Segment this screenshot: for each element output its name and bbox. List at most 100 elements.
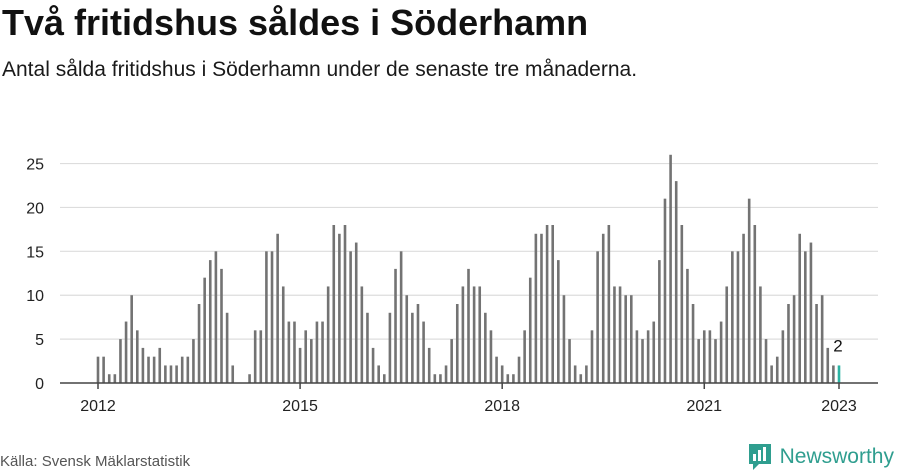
bar <box>349 251 352 383</box>
bar <box>832 365 835 383</box>
bar <box>534 233 538 383</box>
bar <box>287 321 291 383</box>
bar <box>388 312 392 383</box>
bar <box>96 356 100 383</box>
bar <box>719 321 723 383</box>
bar <box>736 251 740 383</box>
bar <box>731 251 734 383</box>
bar <box>220 268 223 383</box>
bar <box>113 374 117 383</box>
bar <box>826 347 830 383</box>
y-axis: 0 5 10 15 20 25 <box>26 157 44 393</box>
bar <box>107 374 111 383</box>
bar <box>607 225 611 383</box>
bar <box>635 330 639 383</box>
bar <box>596 251 599 383</box>
bar <box>618 286 622 383</box>
bar <box>416 304 420 383</box>
bar <box>478 286 482 383</box>
bar <box>427 347 431 383</box>
bar <box>523 330 526 383</box>
bar <box>551 225 555 383</box>
bar <box>130 295 133 383</box>
bar <box>686 268 689 383</box>
bar <box>658 260 661 383</box>
bar <box>629 295 633 383</box>
y-tick-label: 25 <box>26 157 44 174</box>
y-tick-label: 5 <box>35 332 44 349</box>
bar <box>175 365 178 383</box>
bar <box>214 251 218 383</box>
bar <box>225 312 229 383</box>
newsworthy-icon <box>748 444 771 470</box>
bar <box>697 339 700 383</box>
bar <box>753 225 757 383</box>
annotations: 2 <box>833 336 842 355</box>
last-value-label: 2 <box>833 336 842 355</box>
bar <box>585 365 588 383</box>
bar <box>759 286 762 383</box>
bar <box>545 225 549 383</box>
bar <box>197 304 201 383</box>
x-tick-label: 2023 <box>821 398 857 415</box>
bar <box>422 321 425 383</box>
newsworthy-logo[interactable]: Newsworthy <box>747 442 894 472</box>
bar <box>366 312 369 383</box>
bar <box>326 286 330 383</box>
bar <box>152 356 156 383</box>
bar <box>265 251 268 383</box>
bar <box>792 295 796 383</box>
bar <box>775 356 779 383</box>
bar <box>489 330 493 383</box>
bar <box>528 277 532 383</box>
source-note: Källa: Svensk Mäklarstatistik <box>0 453 191 470</box>
bar <box>405 295 409 383</box>
bar <box>293 321 296 383</box>
bar <box>787 304 790 383</box>
bar <box>321 321 324 383</box>
bar <box>186 356 190 383</box>
bar <box>804 251 807 383</box>
bar <box>669 154 672 383</box>
bar <box>506 374 510 383</box>
bar <box>354 242 358 383</box>
bar <box>310 339 313 383</box>
bar <box>394 268 397 383</box>
bar <box>484 312 487 383</box>
bar <box>332 225 336 383</box>
y-tick-label: 15 <box>26 244 44 261</box>
bar <box>343 225 347 383</box>
x-axis: 2012 2015 2018 2021 2023 <box>80 383 857 415</box>
bar <box>377 365 380 383</box>
bar <box>540 233 543 383</box>
bar <box>472 286 476 383</box>
bar <box>714 339 717 383</box>
bar <box>259 330 263 383</box>
y-tick-label: 0 <box>35 376 44 393</box>
bar <box>680 225 684 383</box>
bar <box>674 181 678 383</box>
bar <box>455 304 459 383</box>
bar <box>164 365 167 383</box>
x-tick-label: 2012 <box>80 398 116 415</box>
x-tick-label: 2015 <box>282 398 318 415</box>
bar <box>281 286 285 383</box>
bar <box>338 233 341 383</box>
bar <box>770 365 773 383</box>
bar <box>231 365 235 383</box>
bar <box>141 347 145 383</box>
bar <box>579 374 583 383</box>
bar <box>517 356 521 383</box>
bar <box>253 330 257 383</box>
x-tick-label: 2018 <box>484 398 520 415</box>
bar <box>781 330 785 383</box>
bar <box>124 321 128 383</box>
bar <box>708 330 712 383</box>
bar <box>512 374 515 383</box>
bar <box>613 286 616 383</box>
bar <box>119 339 122 383</box>
bar <box>158 347 162 383</box>
bar <box>467 268 470 383</box>
bar <box>304 330 308 383</box>
bar <box>248 374 251 383</box>
